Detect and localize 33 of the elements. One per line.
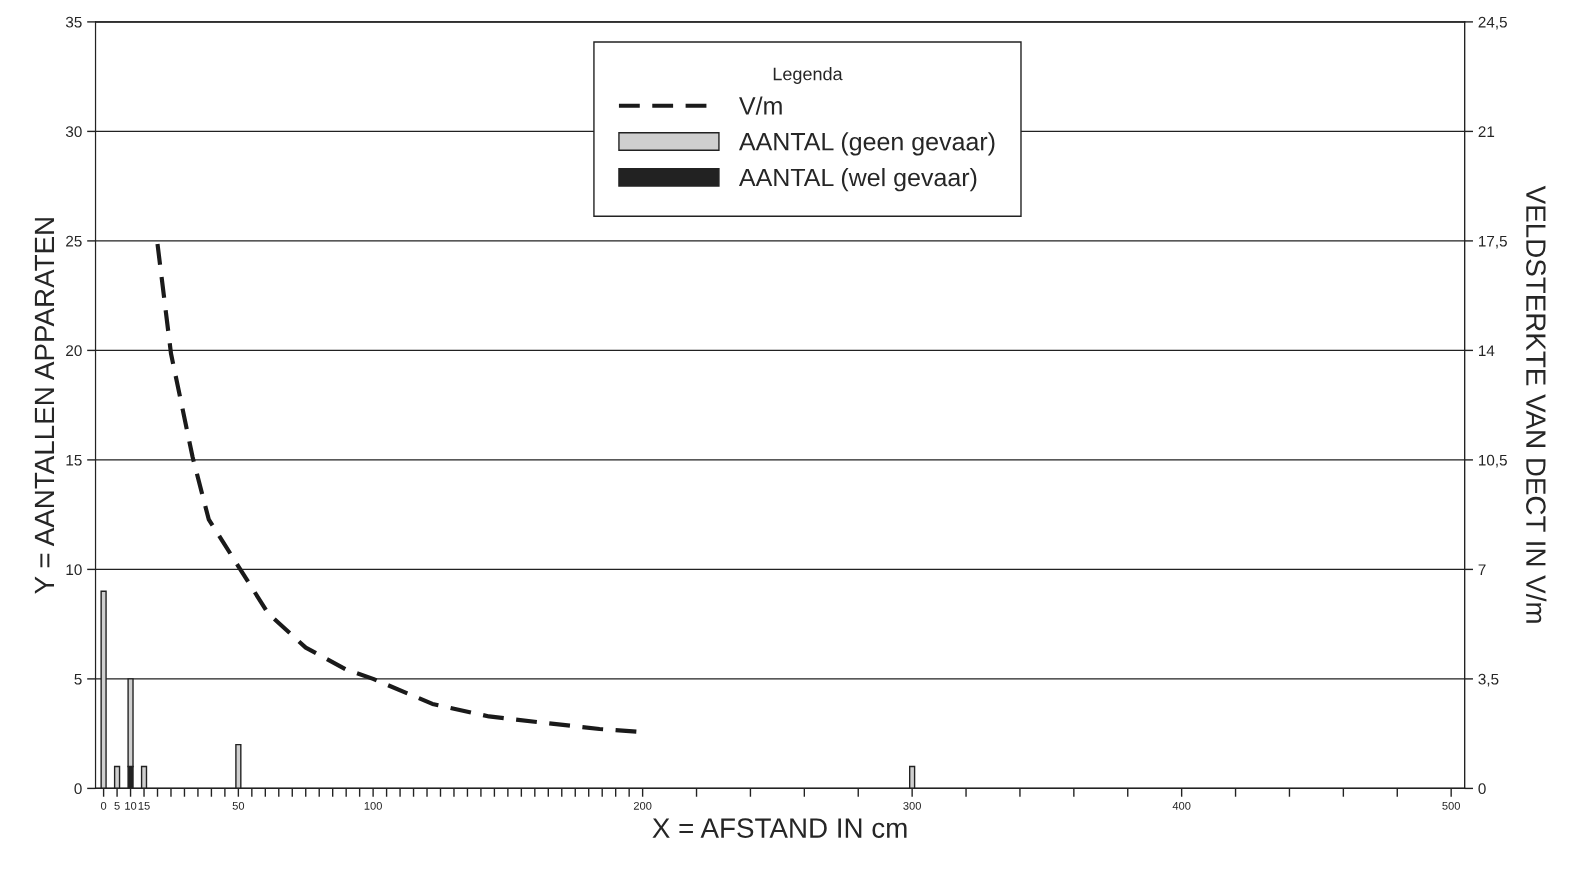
x-tick-label: 10 bbox=[125, 801, 137, 810]
x-axis-title: X = AFSTAND IN cm bbox=[652, 818, 907, 838]
y-tick-label: 30 bbox=[65, 126, 82, 138]
y2-tick-label: 10,5 bbox=[1479, 454, 1507, 468]
y-axis-title: Y = AANTALLEN APPARATEN bbox=[34, 218, 55, 594]
y-tick-label: 20 bbox=[66, 345, 82, 357]
x-tick-label: 100 bbox=[364, 801, 382, 810]
x-tick-label: 50 bbox=[232, 801, 245, 810]
y2-tick-label: 17,5 bbox=[1479, 235, 1507, 249]
x-tick-label: 300 bbox=[903, 801, 921, 810]
x-tick-label: 5 bbox=[114, 802, 120, 810]
y-tick-label: 25 bbox=[66, 235, 82, 247]
y-tick-label: 5 bbox=[74, 673, 82, 685]
y-tick-label: 35 bbox=[65, 16, 82, 28]
legend-label: V/m bbox=[739, 96, 782, 115]
y2-tick-label: 7 bbox=[1478, 564, 1486, 575]
x-tick-label: 0 bbox=[100, 801, 107, 810]
y2-axis-title: VELDSTERKTE VAN DECT IN V/m bbox=[1526, 185, 1547, 623]
y2-tick-label: 0 bbox=[1478, 783, 1486, 795]
x-tick-label: 500 bbox=[1442, 801, 1460, 810]
y2-tick-label: 14 bbox=[1479, 345, 1495, 356]
y-tick-label: 15 bbox=[66, 454, 82, 466]
x-tick-label: 400 bbox=[1172, 801, 1191, 810]
x-tick-label: 15 bbox=[138, 802, 150, 810]
y2-tick-label: 3,5 bbox=[1478, 673, 1499, 687]
legend-label: AANTAL (geen gevaar) bbox=[738, 132, 995, 156]
y2-tick-label: 24,5 bbox=[1478, 16, 1507, 30]
legend-title: Legenda bbox=[773, 67, 843, 84]
y2-tick-label: 21 bbox=[1478, 126, 1495, 137]
y-tick-label: 10 bbox=[66, 564, 82, 576]
y-tick-label: 0 bbox=[74, 783, 82, 795]
x-tick-label: 200 bbox=[633, 801, 652, 810]
legend-label: AANTAL (wel gevaar) bbox=[738, 168, 977, 192]
